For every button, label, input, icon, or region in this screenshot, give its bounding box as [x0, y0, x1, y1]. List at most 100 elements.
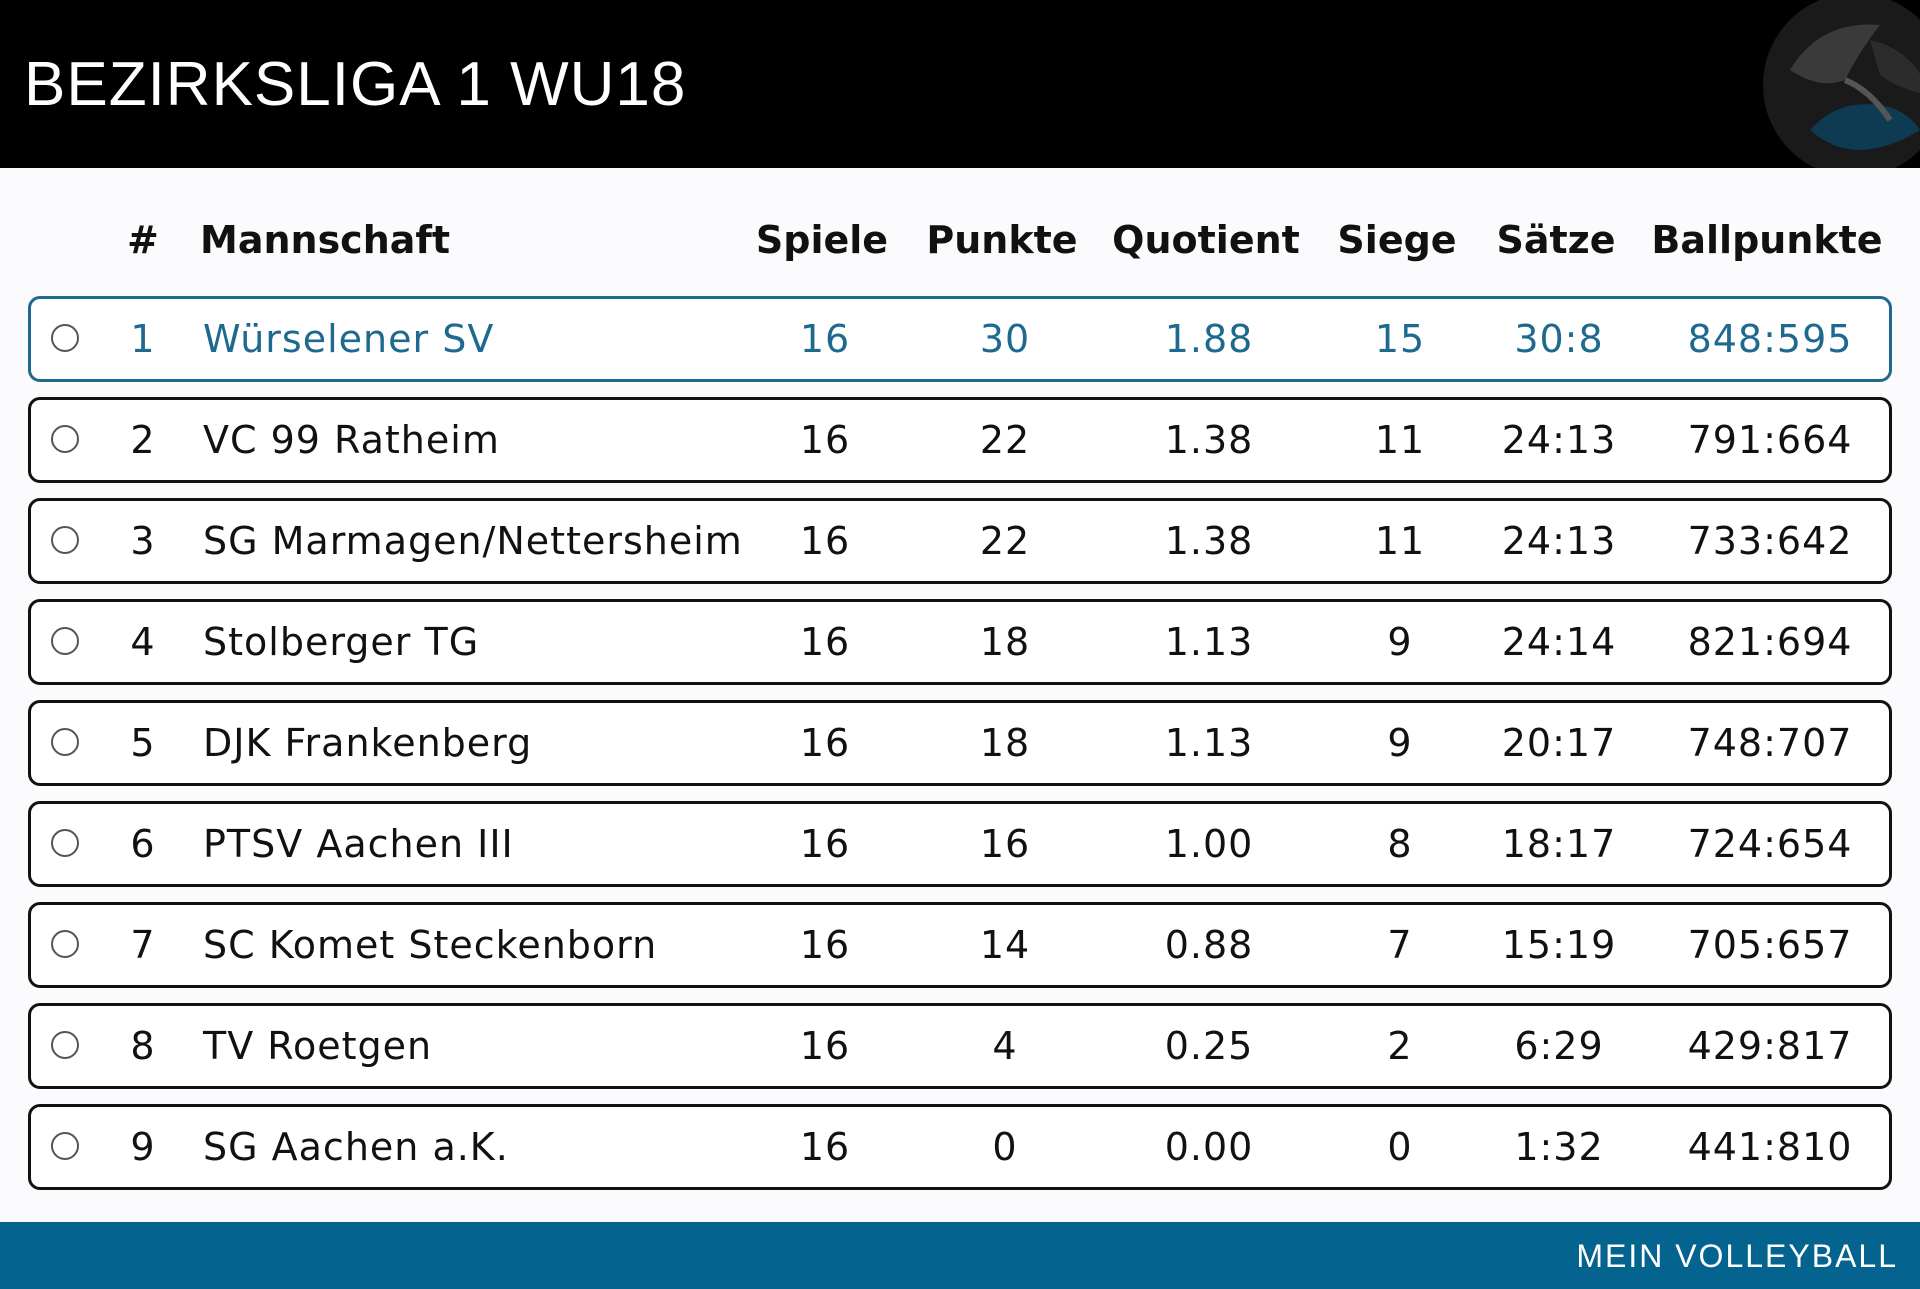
ballpunkte-cell: 791:664	[1687, 418, 1853, 462]
table-row[interactable]: 3 SG Marmagen/Nettersheim 16 22 1.38 11 24:13 7…	[28, 498, 1892, 584]
row-select-radio[interactable]	[51, 1031, 79, 1059]
rank-cell: 1	[130, 317, 156, 361]
punkte-cell: 22	[979, 418, 1031, 462]
table-row[interactable]: 1 Würselener SV 16 30 1.88 15 30:8 848:595	[28, 296, 1892, 382]
column-header-quotient: Quotient	[1112, 218, 1300, 262]
siege-cell: 8	[1387, 822, 1413, 866]
saetze-cell: 15:19	[1501, 923, 1617, 967]
column-header-team: Mannschaft	[200, 218, 451, 262]
ballpunkte-cell: 429:817	[1687, 1024, 1853, 1068]
rank-cell: 8	[130, 1024, 156, 1068]
team-name: PTSV Aachen III	[203, 822, 514, 866]
team-name: SG Marmagen/Nettersheim	[203, 519, 743, 563]
column-header-punkte: Punkte	[926, 218, 1078, 262]
punkte-cell: 18	[979, 620, 1031, 664]
table-row[interactable]: 2 VC 99 Ratheim 16 22 1.38 11 24:13 791:664	[28, 397, 1892, 483]
spiele-cell: 16	[799, 923, 851, 967]
footer-brand[interactable]: MEIN VOLLEYBALL	[1576, 1238, 1898, 1274]
ballpunkte-cell: 705:657	[1687, 923, 1853, 967]
row-select-radio[interactable]	[51, 930, 79, 958]
team-name: Stolberger TG	[203, 620, 480, 664]
rank-cell: 7	[130, 923, 156, 967]
siege-cell: 2	[1387, 1024, 1413, 1068]
row-select-radio[interactable]	[51, 425, 79, 453]
ballpunkte-cell: 821:694	[1687, 620, 1853, 664]
quotient-cell: 0.00	[1164, 1125, 1254, 1169]
siege-cell: 9	[1387, 721, 1413, 765]
spiele-cell: 16	[799, 721, 851, 765]
siege-cell: 15	[1374, 317, 1426, 361]
quotient-cell: 1.38	[1164, 418, 1254, 462]
saetze-cell: 24:13	[1501, 519, 1617, 563]
siege-cell: 11	[1374, 418, 1426, 462]
rank-cell: 2	[130, 418, 156, 462]
footer-bar: MEIN VOLLEYBALL	[0, 1222, 1920, 1289]
rank-cell: 5	[130, 721, 156, 765]
table-row[interactable]: 8 TV Roetgen 16 4 0.25 2 6:29 429:817	[28, 1003, 1892, 1089]
punkte-cell: 30	[979, 317, 1031, 361]
rank-cell: 3	[130, 519, 156, 563]
spiele-cell: 16	[799, 317, 851, 361]
saetze-cell: 6:29	[1514, 1024, 1604, 1068]
siege-cell: 9	[1387, 620, 1413, 664]
quotient-cell: 1.88	[1164, 317, 1254, 361]
quotient-cell: 1.00	[1164, 822, 1254, 866]
siege-cell: 0	[1387, 1125, 1413, 1169]
team-name: VC 99 Ratheim	[203, 418, 500, 462]
ballpunkte-cell: 733:642	[1687, 519, 1853, 563]
ballpunkte-cell: 848:595	[1687, 317, 1853, 361]
column-header-spiele: Spiele	[755, 218, 889, 262]
quotient-cell: 1.38	[1164, 519, 1254, 563]
quotient-cell: 0.88	[1164, 923, 1254, 967]
team-name: SG Aachen a.K.	[203, 1125, 509, 1169]
punkte-cell: 22	[979, 519, 1031, 563]
app-header: BEZIRKSLIGA 1 WU18	[0, 0, 1920, 168]
rank-cell: 6	[130, 822, 156, 866]
punkte-cell: 14	[979, 923, 1031, 967]
row-select-radio[interactable]	[51, 728, 79, 756]
ballpunkte-cell: 441:810	[1687, 1125, 1853, 1169]
column-header-rank: #	[127, 218, 159, 262]
row-select-radio[interactable]	[51, 526, 79, 554]
table-row[interactable]: 6 PTSV Aachen III 16 16 1.00 8 18:17 724:654	[28, 801, 1892, 887]
column-header-saetze: Sätze	[1496, 218, 1616, 262]
punkte-cell: 4	[992, 1024, 1018, 1068]
row-select-radio[interactable]	[51, 829, 79, 857]
table-row[interactable]: 5 DJK Frankenberg 16 18 1.13 9 20:17 748:707	[28, 700, 1892, 786]
spiele-cell: 16	[799, 822, 851, 866]
page-title: BEZIRKSLIGA 1 WU18	[24, 50, 687, 119]
volleyball-logo-icon	[1763, 0, 1920, 168]
column-header-siege: Siege	[1337, 218, 1457, 262]
saetze-cell: 24:14	[1501, 620, 1617, 664]
team-name: Würselener SV	[203, 317, 495, 361]
saetze-cell: 30:8	[1514, 317, 1604, 361]
ballpunkte-cell: 724:654	[1687, 822, 1853, 866]
saetze-cell: 20:17	[1501, 721, 1617, 765]
quotient-cell: 1.13	[1164, 620, 1254, 664]
team-name: DJK Frankenberg	[203, 721, 533, 765]
spiele-cell: 16	[799, 1125, 851, 1169]
siege-cell: 7	[1387, 923, 1413, 967]
rank-cell: 9	[130, 1125, 156, 1169]
punkte-cell: 18	[979, 721, 1031, 765]
column-header-ballpunkte: Ballpunkte	[1651, 218, 1883, 262]
table-header: # Mannschaft Spiele Punkte Quotient Sieg…	[0, 210, 1920, 270]
punkte-cell: 0	[992, 1125, 1018, 1169]
saetze-cell: 18:17	[1501, 822, 1617, 866]
saetze-cell: 1:32	[1514, 1125, 1604, 1169]
siege-cell: 11	[1374, 519, 1426, 563]
table-row[interactable]: 7 SC Komet Steckenborn 16 14 0.88 7 15:19 705:6…	[28, 902, 1892, 988]
spiele-cell: 16	[799, 620, 851, 664]
quotient-cell: 0.25	[1164, 1024, 1254, 1068]
row-select-radio[interactable]	[51, 324, 79, 352]
spiele-cell: 16	[799, 418, 851, 462]
punkte-cell: 16	[979, 822, 1031, 866]
spiele-cell: 16	[799, 1024, 851, 1068]
row-select-radio[interactable]	[51, 1132, 79, 1160]
spiele-cell: 16	[799, 519, 851, 563]
row-select-radio[interactable]	[51, 627, 79, 655]
rank-cell: 4	[130, 620, 156, 664]
table-row[interactable]: 9 SG Aachen a.K. 16 0 0.00 0 1:32 441:810	[28, 1104, 1892, 1190]
quotient-cell: 1.13	[1164, 721, 1254, 765]
table-row[interactable]: 4 Stolberger TG 16 18 1.13 9 24:14 821:694	[28, 599, 1892, 685]
